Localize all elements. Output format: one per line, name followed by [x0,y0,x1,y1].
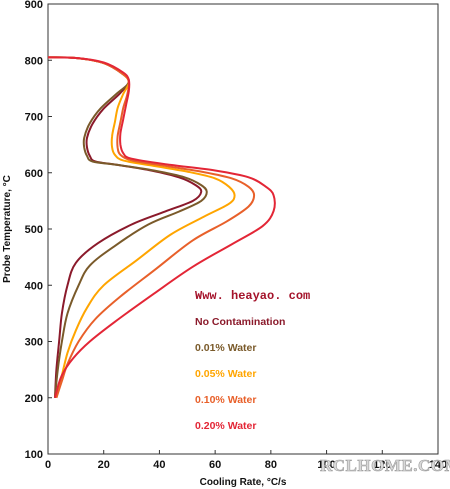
y-tick-label: 500 [25,224,43,236]
legend-entry: 0.10% Water [195,394,256,406]
x-axis-ticks: 0 20 40 60 80 100 120 140 [45,450,447,471]
legend-entry: 0.20% Water [195,420,256,432]
y-tick-label: 900 [25,0,43,11]
x-tick-label: 20 [98,459,110,471]
legend-entry: 0.01% Water [195,342,256,354]
x-tick-label: 140 [429,459,447,471]
y-axis-ticks: 100 200 300 400 500 600 700 800 900 [25,0,52,461]
x-tick-label: 120 [373,459,391,471]
y-tick-label: 100 [25,449,43,461]
plot-area [47,3,439,455]
x-tick-label: 0 [45,459,51,471]
y-axis-label: Probe Temperature, °C [2,175,13,283]
y-tick-label: 600 [25,168,43,180]
x-axis-label: Cooling Rate, °C/s [200,477,287,488]
y-tick-label: 200 [25,393,43,405]
legend-entry: No Contamination [195,316,285,328]
y-tick-label: 700 [25,112,43,124]
series-line-4 [47,56,276,398]
x-tick-label: 80 [265,459,277,471]
series-layer [47,56,276,399]
y-tick-label: 400 [25,280,43,292]
y-tick-label: 300 [25,337,43,349]
x-tick-label: 100 [317,459,335,471]
watermark-top: Www. heayao. com [195,289,310,303]
legend: No Contamination 0.01% Water 0.05% Water 0.… [195,316,285,432]
y-tick-label: 800 [25,55,43,67]
series-line-1 [47,56,208,398]
legend-entry: 0.05% Water [195,368,256,380]
watermark-bottom: RCLHOME.COM [320,456,450,475]
x-tick-label: 60 [209,459,221,471]
x-tick-label: 40 [153,459,165,471]
